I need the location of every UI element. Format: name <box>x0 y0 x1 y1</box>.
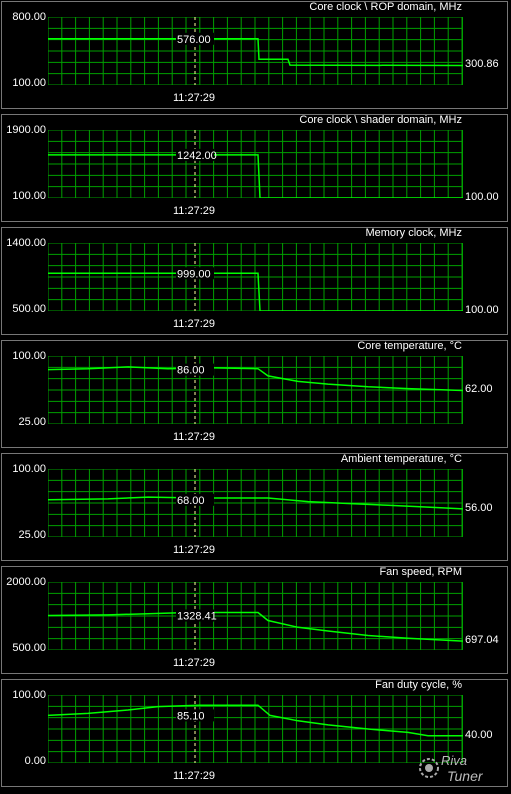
cursor-value-label: 86.00 <box>177 365 205 377</box>
graph-panel[interactable]: Fan speed, RPM 2000.00 500.00 11:27:29 1328.… <box>0 565 511 678</box>
panel-frame <box>1 227 508 335</box>
graph-plot-area[interactable]: 85.10 <box>48 695 463 763</box>
graph-plot-area[interactable]: 68.00 <box>48 469 463 537</box>
panel-frame <box>1 453 508 561</box>
cursor-value-background <box>176 493 214 506</box>
y-axis-min-label: 25.00 <box>18 416 46 428</box>
y-axis-min-label: 100.00 <box>12 190 46 202</box>
current-value-label: 56.00 <box>465 501 493 514</box>
cursor-time-label: 11:27:29 <box>173 92 216 104</box>
cursor-value-background <box>176 363 214 376</box>
current-value-label: 697.04 <box>465 634 499 647</box>
series-line <box>48 366 463 392</box>
svg-text:Tuner: Tuner <box>447 768 484 784</box>
panel-frame <box>1 114 508 222</box>
y-axis-min-label: 500.00 <box>12 303 46 315</box>
graph-title: Fan speed, RPM <box>379 566 462 578</box>
series-line <box>48 496 463 510</box>
graph-title: Core clock \ ROP domain, MHz <box>309 1 462 13</box>
cursor-time-label: 11:27:29 <box>173 318 216 330</box>
series-line <box>48 272 463 311</box>
graph-panel[interactable]: Fan duty cycle, % 100.00 0.00 11:27:29 85.10… <box>0 678 511 791</box>
rivatuner-logo: Riva Tuner <box>417 751 507 790</box>
y-axis-max-label: 1400.00 <box>6 237 46 249</box>
graph-plot-area[interactable]: 1328.41 <box>48 582 463 650</box>
cursor-value-label: 576.00 <box>177 34 211 46</box>
current-value-label: 62.00 <box>465 383 493 396</box>
y-axis-min-label: 500.00 <box>12 642 46 654</box>
cursor-value-background <box>176 709 214 722</box>
graph-plot-area[interactable]: 576.00 <box>48 17 463 85</box>
svg-text:Riva: Riva <box>441 753 467 768</box>
graph-panel[interactable]: Core clock \ shader domain, MHz 1900.00 10… <box>0 113 511 226</box>
graph-panel[interactable]: Core clock \ ROP domain, MHz 800.00 100.00… <box>0 0 511 113</box>
y-axis-max-label: 2000.00 <box>6 576 46 588</box>
y-axis-max-label: 100.00 <box>12 350 46 362</box>
panel-frame <box>1 340 508 448</box>
current-value-label: 100.00 <box>465 191 499 203</box>
cursor-time-label: 11:27:29 <box>173 544 216 556</box>
series-line <box>48 704 463 737</box>
y-axis-min-label: 0.00 <box>24 755 46 767</box>
graph-panel[interactable]: Ambient temperature, °C 100.00 25.00 11:27:… <box>0 452 511 565</box>
y-axis-max-label: 800.00 <box>12 11 46 23</box>
cursor-value-label: 999.00 <box>177 268 211 280</box>
graph-title: Core temperature, °C <box>357 340 462 352</box>
graph-panel[interactable]: Core temperature, °C 100.00 25.00 11:27:29 8… <box>0 339 511 452</box>
cursor-value-background <box>176 267 214 280</box>
cursor-value-label: 85.10 <box>177 710 205 722</box>
cursor-value-label: 68.00 <box>177 495 205 507</box>
graph-plot-area[interactable]: 86.00 <box>48 356 463 424</box>
cursor-time-label: 11:27:29 <box>173 657 216 669</box>
cursor-value-background <box>176 32 214 45</box>
series-line <box>48 611 463 642</box>
panel-frame <box>1 679 508 787</box>
cursor-value-label: 1242.00 <box>177 150 217 162</box>
graph-title: Memory clock, MHz <box>365 227 462 239</box>
y-axis-max-label: 100.00 <box>12 463 46 475</box>
panel-frame <box>1 1 508 109</box>
series-line <box>48 38 463 67</box>
y-axis-max-label: 100.00 <box>12 689 46 701</box>
current-value-label: 300.86 <box>465 58 499 71</box>
cursor-value-background <box>176 148 214 161</box>
series-line <box>48 154 463 198</box>
graph-title: Ambient temperature, °C <box>340 453 462 465</box>
graph-plot-area[interactable]: 999.00 <box>48 243 463 311</box>
y-axis-min-label: 25.00 <box>18 529 46 541</box>
y-axis-max-label: 1900.00 <box>6 124 46 136</box>
cursor-time-label: 11:27:29 <box>173 205 216 217</box>
graph-plot-area[interactable]: 1242.00 <box>48 130 463 198</box>
current-value-label: 40.00 <box>465 728 493 741</box>
panel-frame <box>1 566 508 674</box>
graph-panel[interactable]: Memory clock, MHz 1400.00 500.00 11:27:29 99… <box>0 226 511 339</box>
graph-title: Core clock \ shader domain, MHz <box>299 114 462 126</box>
cursor-value-background <box>176 609 214 622</box>
cursor-time-label: 11:27:29 <box>173 770 216 782</box>
cursor-time-label: 11:27:29 <box>173 431 216 443</box>
cursor-value-label: 1328.41 <box>177 611 217 623</box>
current-value-label: 100.00 <box>465 304 499 316</box>
graph-title: Fan duty cycle, % <box>375 679 462 691</box>
y-axis-min-label: 100.00 <box>12 77 46 89</box>
